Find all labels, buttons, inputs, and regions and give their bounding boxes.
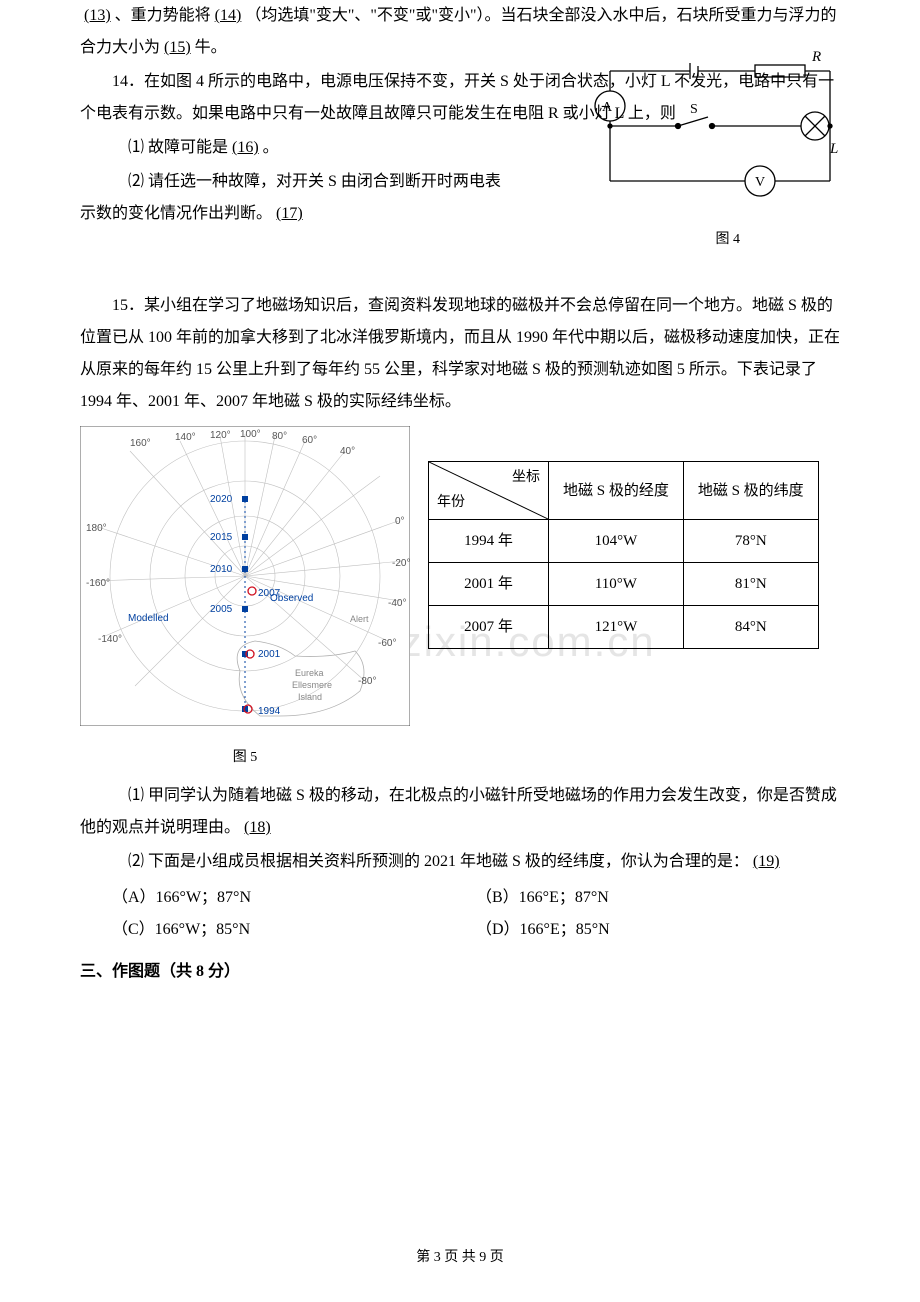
q14-sub1: ⑴ 故障可能是(16)。 (80, 132, 510, 164)
lon-label: -40° (388, 598, 406, 609)
map-label: Alert (350, 614, 369, 624)
option-c: （C）166°W；85°N (112, 914, 476, 946)
option-a: （A）166°W；87°N (112, 882, 476, 914)
option-b: （B）166°E；87°N (476, 882, 840, 914)
year-label: 2005 (210, 604, 233, 615)
blank-16: (16) (228, 139, 263, 156)
q14-sub2: ⑵ 请任选一种故障，对开关 S 由闭合到断开时两电表示数的变化情况作出判断。(1… (80, 166, 510, 230)
circuit-diagram: A V R S L (580, 36, 850, 236)
q15-sub1: ⑴ 甲同学认为随着地磁 S 极的移动，在北极点的小磁针所受地磁场的作用力会发生改… (80, 780, 840, 844)
diag-header: 坐标 年份 (429, 462, 549, 520)
fig5-map: 160° 140° 120° 100° 80° 60° 40° 180° -16… (80, 426, 410, 726)
lon-label: 40° (340, 446, 355, 457)
table-row: 2007 年 121°W 84°N (429, 606, 819, 649)
q14-wrap: 14．在如图 4 所示的电路中，电源电压保持不变，开关 S 处于闭合状态，小灯 … (80, 66, 840, 230)
table-row: 2001 年 110°W 81°N (429, 563, 819, 606)
observed-label: Observed (270, 593, 313, 604)
voltmeter-label: V (755, 175, 765, 190)
cell-lng: 121°W (549, 606, 684, 649)
lon-label: 0° (395, 516, 405, 527)
section-3-title: 三、作图题（共 8 分） (80, 956, 840, 988)
geomagnetic-table: 坐标 年份 地磁 S 极的经度 地磁 S 极的纬度 1994 年 104°W 7… (428, 461, 819, 649)
text: 、重力势能将 (115, 7, 211, 24)
lon-label: -60° (378, 638, 396, 649)
cell-lng: 110°W (549, 563, 684, 606)
lon-label: 120° (210, 430, 231, 441)
q14-subs: ⑴ 故障可能是(16)。 ⑵ 请任选一种故障，对开关 S 由闭合到断开时两电表示… (80, 132, 510, 230)
lon-label: 100° (240, 429, 261, 440)
year-label: 2010 (210, 564, 233, 575)
lon-label: 80° (272, 431, 287, 442)
blank-15: (15) (160, 39, 195, 56)
map-label: Eureka (295, 668, 324, 678)
lon-label: 180° (86, 523, 107, 534)
fig4-label: 图 4 (716, 226, 741, 254)
page-footer: 第 3 页 共 9 页 (0, 1244, 920, 1272)
cell-year: 2007 年 (429, 606, 549, 649)
col-lng: 地磁 S 极的经度 (549, 462, 684, 520)
lamp-label: L (829, 141, 838, 157)
fig5-wrap: 160° 140° 120° 100° 80° 60° 40° 180° -16… (80, 426, 410, 772)
text: 牛。 (195, 39, 227, 56)
blank-14: (14) (211, 7, 246, 24)
ammeter-label: A (602, 100, 613, 115)
blank-13: (13) (80, 7, 115, 24)
cell-lat: 78°N (683, 520, 818, 563)
col-lat: 地磁 S 极的纬度 (683, 462, 818, 520)
col-coord: 坐标 (512, 464, 540, 492)
table-header-row: 坐标 年份 地磁 S 极的经度 地磁 S 极的纬度 (429, 462, 819, 520)
option-d: （D）166°E；85°N (476, 914, 840, 946)
blank-19: (19) (749, 853, 784, 870)
map-label: Island (298, 692, 322, 702)
modelled-label: Modelled (128, 613, 169, 624)
resistor-label: R (811, 49, 821, 65)
blank-18: (18) (240, 819, 275, 836)
q15-text: 15．某小组在学习了地磁场知识后，查阅资料发现地球的磁极并不会总停留在同一个地方… (80, 290, 840, 418)
map-label: Ellesmere (292, 680, 332, 690)
cell-lng: 104°W (549, 520, 684, 563)
lon-label: -160° (86, 578, 110, 589)
lon-label: -80° (358, 676, 376, 687)
col-year: 年份 (437, 489, 465, 517)
fig5-label: 图 5 (80, 744, 410, 772)
table-row: 1994 年 104°W 78°N (429, 520, 819, 563)
lon-label: 140° (175, 432, 196, 443)
year-label: 2015 (210, 532, 233, 543)
q15-sub2: ⑵ 下面是小组成员根据相关资料所预测的 2021 年地磁 S 极的经纬度，你认为… (80, 846, 840, 878)
cell-year: 1994 年 (429, 520, 549, 563)
text: ⑴ 故障可能是 (128, 139, 228, 156)
year-label: 2020 (210, 494, 233, 505)
page-content: (13)、重力势能将(14)（均选填"变大"、"不变"或"变小"）。当石块全部没… (80, 0, 840, 988)
lon-label: 60° (302, 435, 317, 446)
options: （A）166°W；87°N （B）166°E；87°N （C）166°W；85°… (80, 882, 840, 946)
blank-17: (17) (272, 205, 307, 222)
text: ⑵ 下面是小组成员根据相关资料所预测的 2021 年地磁 S 极的经纬度，你认为… (128, 853, 749, 870)
year-label: 1994 (258, 706, 281, 717)
year-label: 2001 (258, 649, 281, 660)
text: 。 (263, 139, 279, 156)
cell-lat: 84°N (683, 606, 818, 649)
switch-label: S (690, 102, 698, 117)
cell-year: 2001 年 (429, 563, 549, 606)
fig5-and-table: 160° 140° 120° 100° 80° 60° 40° 180° -16… (80, 426, 840, 772)
lon-label: -20° (392, 558, 410, 569)
lon-label: -140° (98, 634, 122, 645)
text: ⑴ 甲同学认为随着地磁 S 极的移动，在北极点的小磁针所受地磁场的作用力会发生改… (80, 787, 837, 836)
lon-label: 160° (130, 438, 151, 449)
cell-lat: 81°N (683, 563, 818, 606)
